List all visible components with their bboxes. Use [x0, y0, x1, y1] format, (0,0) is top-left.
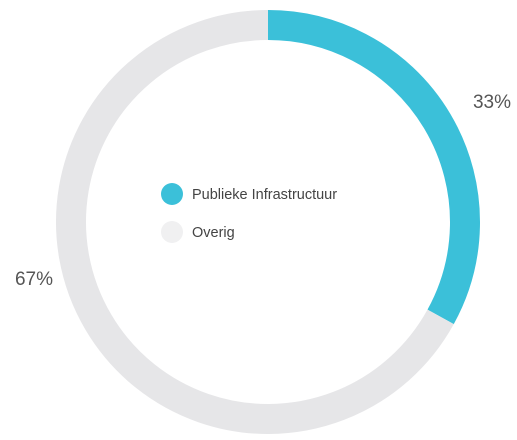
value-label: 67% — [15, 269, 53, 290]
legend-swatch — [161, 183, 183, 205]
legend-swatch — [161, 221, 183, 243]
legend-label: Overig — [192, 225, 235, 241]
legend-label: Publieke Infrastructuur — [192, 187, 337, 203]
donut-segment — [56, 10, 454, 434]
donut-segment — [267, 10, 480, 325]
value-label: 33% — [473, 92, 511, 113]
